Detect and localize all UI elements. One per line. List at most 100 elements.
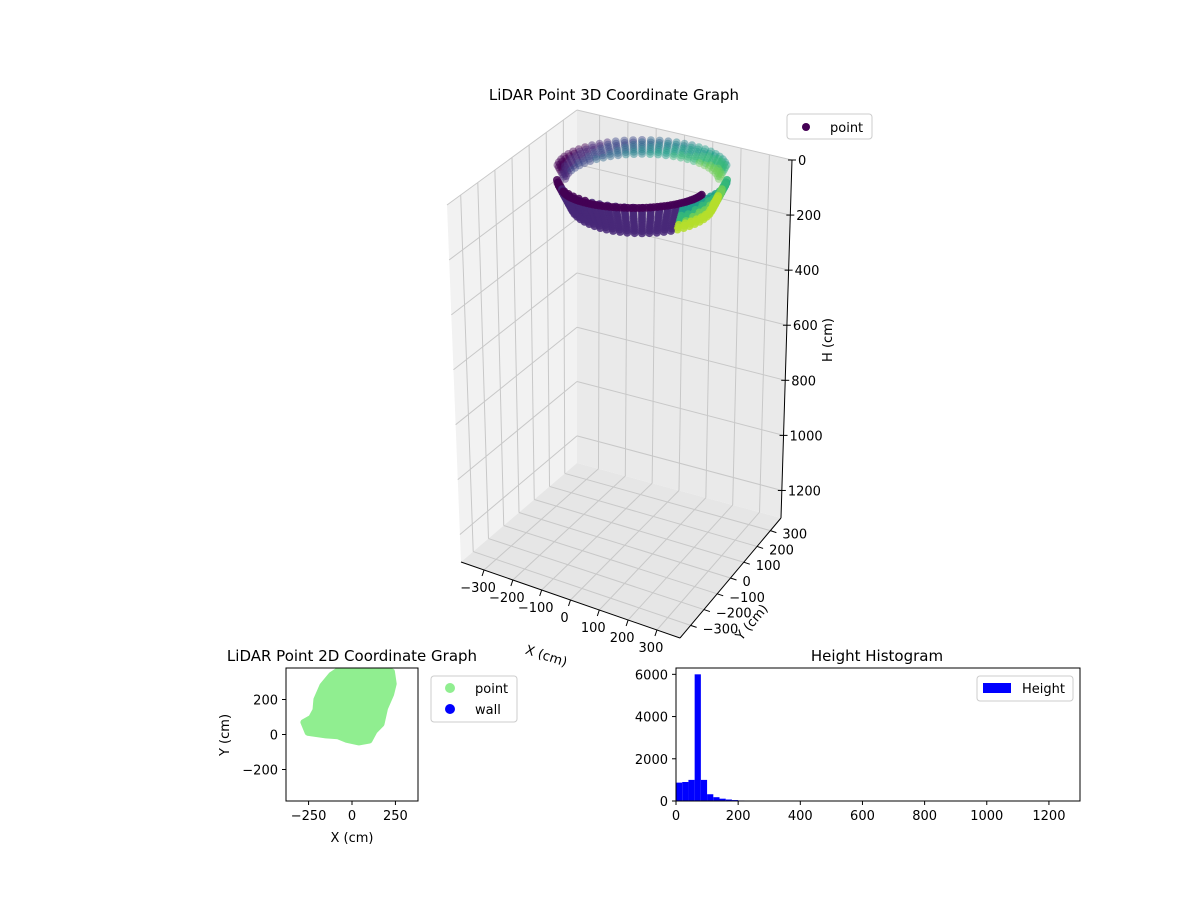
cloud-point [714,154,723,163]
cloud-point [655,136,664,145]
cloud-point [603,138,612,147]
cloud-point [696,156,705,165]
cloud-point [606,149,614,158]
x-tick-mark [539,589,543,597]
x-tick-label-2d: −250 [291,809,327,824]
grid-line-y [564,472,771,532]
cloud-point [623,228,632,237]
cloud-point [557,168,566,176]
grid-line-x [678,134,685,491]
cloud-point [670,149,678,158]
x-tick-mark [510,579,514,587]
ticks-3d: −300−200−1000100200300−300−200−100010020… [460,154,822,656]
cloud-point [582,147,591,156]
histogram-bar [682,782,689,801]
legend-height-label: Height [1022,682,1065,697]
cloud-point [655,141,664,150]
cloud-point [711,169,720,178]
grid-line-z [459,435,578,535]
cloud-point [564,150,573,158]
cloud-point [629,140,638,149]
cloud-point [598,149,606,157]
cloud-point [671,145,679,154]
cloud-point [575,147,584,156]
z-tick-label: 400 [795,264,820,279]
cloud-point [597,146,606,155]
x-tick-label: 0 [560,611,568,626]
x-tick-label-hist: 400 [788,809,813,824]
z-tick-label: 800 [791,374,816,389]
cloud-point [646,150,655,158]
cloud-point [629,143,638,152]
grid-line-z [576,326,786,381]
cloud-point [554,163,563,172]
cloud-point [703,154,712,163]
cloud-point [579,156,588,165]
cloud-point [666,226,675,235]
cloud-point [697,154,706,163]
x-tick-label-hist: 0 [672,809,680,824]
cloud-point [646,147,655,156]
x-tick-mark [568,599,571,607]
cloud-point [721,163,730,172]
grid-line-y [460,194,474,552]
cloud-point [571,152,580,161]
legend-2d: point wall [430,675,518,723]
cloud-point [591,152,600,161]
cloud-point [717,170,726,179]
ticks-hist: 0 200 400 600 800 1000 1200 0 2000 4000 6000 [635,668,1066,824]
cloud-point [663,139,672,148]
cloud-point [596,144,605,153]
cloud-point [572,154,581,163]
cloud-point [716,167,725,176]
cloud-point [676,153,685,162]
cloud-point [678,149,686,157]
cloud-point [705,149,714,158]
cloud-point [585,154,594,163]
cloud-point [557,162,566,171]
y-tick-label-hist: 4000 [635,711,668,726]
cloud-point [596,142,605,151]
cloud-point [707,159,716,168]
y-tick-label: 300 [782,528,807,543]
legend-height-swatch [983,683,1011,693]
cloud-point [562,157,571,166]
cloud-point [646,143,655,152]
grid-line-x [597,115,601,469]
cloud-point [621,150,630,159]
legend-wall-marker-2d [445,704,455,714]
cloud-point [659,227,668,236]
cloud-point [704,152,713,161]
y-tick-mark [717,593,724,597]
cloud-point [567,201,575,210]
cloud-point [689,157,698,165]
cloud-point [672,140,681,149]
cloud-point [718,162,727,171]
cloud-point [714,169,723,178]
cloud-point [654,150,663,159]
cloud-point [559,159,568,168]
y-tick-mark [756,545,764,549]
cloud-point [578,154,587,163]
cloud-point [716,172,725,181]
cloud-point [700,161,709,170]
cloud-point [586,157,595,165]
cloud-point [710,152,719,161]
cloud-point [684,152,693,161]
x-tick-label-hist: 600 [850,809,875,824]
cloud-point [722,161,731,170]
cloud-point [605,145,613,154]
cloud-point [638,229,646,238]
cloud-point [715,162,724,171]
cloud-point [663,144,672,153]
cloud-point [716,159,725,168]
cloud-point [565,161,573,170]
y-tick-label-2d: −200 [242,764,278,779]
cloud-point [708,166,717,175]
cloud-point [588,141,596,150]
grid-line-y [494,169,505,526]
cloud-point [580,159,589,168]
grid-line-y [473,551,691,626]
cloud-point [559,167,568,176]
